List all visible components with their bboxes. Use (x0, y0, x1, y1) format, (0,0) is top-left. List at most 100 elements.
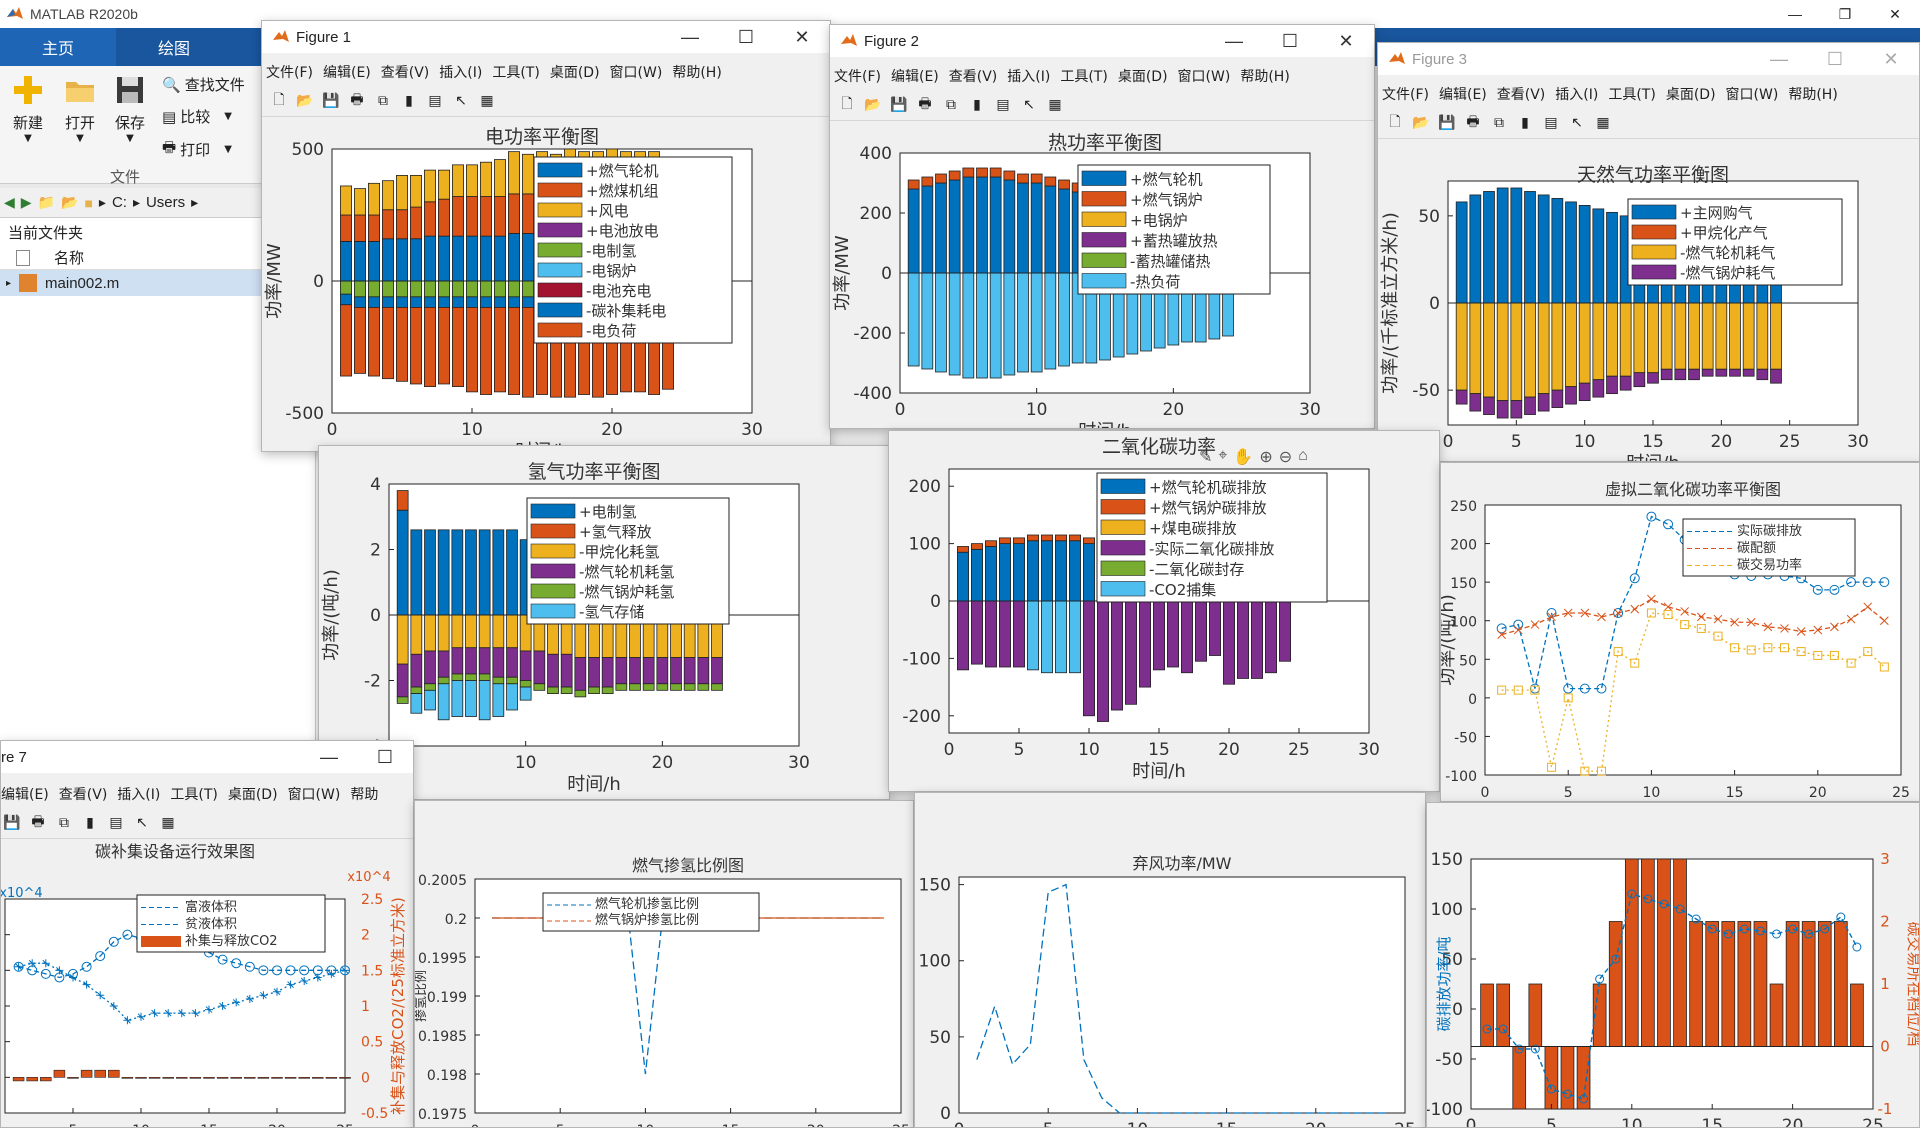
figure-2-window[interactable]: Figure 2 — ☐ ✕ 文件(F) 编辑(E) 查看(V) 插入(I) 工具(T) 桌面… (829, 24, 1375, 429)
save-icon[interactable]: 💾 (3, 814, 21, 830)
menu-item[interactable]: 插入(I) (1555, 87, 1599, 103)
figure-co2-window[interactable]: 0 5 10 15 20 25 30 -200 -100 0 100 200 二氧化碳功率 时间/h +燃气… (888, 430, 1440, 792)
close-icon[interactable]: ✕ (794, 26, 810, 47)
close-icon[interactable]: ✕ (1889, 6, 1901, 22)
figure-ratio-window[interactable]: 0 5 10 15 20 25 0.1975 0.198 0.1985 0.199 0.1995 0.… (414, 800, 914, 1128)
home-icon[interactable]: ⌂ (1298, 447, 1308, 464)
figure-vco2-window[interactable]: 0 5 10 15 20 25 -100 -50 0 50 100 150 200 250 虚拟二氧化碳功率… (1440, 462, 1920, 802)
property-editor-icon[interactable]: ▦ (161, 814, 175, 830)
tab-home[interactable]: 主页 (0, 28, 116, 66)
compare-button[interactable]: ▤ 比较 ▼ (162, 107, 232, 127)
print-button[interactable]: 🖶 打印 ▼ (162, 137, 232, 162)
menu-item[interactable]: 编辑(E) (322, 65, 371, 81)
menu-item[interactable]: 编辑(E) (1, 787, 49, 803)
colorbar-icon[interactable]: ▮ (405, 92, 413, 108)
menu-item[interactable]: 查看(V) (380, 65, 430, 81)
print-icon[interactable]: 🖶 (918, 94, 932, 111)
colorbar-icon[interactable]: ▮ (86, 814, 94, 830)
menu-item[interactable]: 插入(I) (1007, 69, 1051, 85)
minimize-icon[interactable]: — (1225, 30, 1243, 51)
menu-item[interactable]: 帮助(H) (672, 65, 722, 81)
zoom-in-icon[interactable]: ⊕ (1259, 449, 1273, 466)
zoom-out-icon[interactable]: ⊖ (1278, 449, 1293, 466)
minimize-icon[interactable]: — (1770, 48, 1788, 69)
menu-item[interactable]: 窗口(W) (609, 65, 663, 81)
figure-3-titlebar[interactable]: Figure 3 (1378, 43, 1919, 75)
menu-item[interactable]: 插入(I) (117, 787, 161, 803)
link-plot-icon[interactable]: ⧉ (1494, 114, 1504, 130)
browse-icon[interactable]: 📂 (61, 194, 79, 210)
menu-item[interactable]: 工具(T) (492, 65, 540, 81)
new-figure-icon[interactable]: 🗋 (841, 94, 853, 111)
link-plot-icon[interactable]: ⧉ (946, 96, 956, 112)
maximize-icon[interactable]: ☐ (1281, 30, 1299, 51)
open-icon[interactable]: 📂 (864, 96, 882, 112)
maximize-icon[interactable]: ☐ (1826, 48, 1844, 69)
new-figure-icon[interactable]: 🗋 (1389, 112, 1401, 129)
path-segment-c[interactable]: C: (111, 194, 127, 211)
open-icon[interactable]: 📂 (1412, 114, 1430, 130)
menu-item[interactable]: 窗口(W) (1725, 87, 1779, 103)
figure-1-window[interactable]: Figure 1 — ☐ ✕ 文件(F) 编辑(E) 查看(V) 插入(I) 工具(T) 桌面… (261, 20, 831, 452)
menu-item[interactable]: 编辑(E) (1438, 87, 1487, 103)
figure-7-window[interactable]: re 7 — ☐ 编辑(E) 查看(V) 插入(I) 工具(T) 桌面(D) 窗口(W) 帮助… (0, 740, 414, 1128)
print-icon[interactable]: 🖶 (1466, 112, 1480, 129)
menu-item[interactable]: 帮助 (350, 787, 379, 803)
menu-item[interactable]: 文件(F) (266, 65, 313, 81)
legend-icon[interactable]: ▤ (1544, 114, 1558, 130)
menu-item[interactable]: 查看(V) (1496, 87, 1546, 103)
datatip-icon[interactable]: ⌖ (1218, 447, 1228, 464)
open-icon[interactable]: 📂 (296, 92, 314, 108)
menu-item[interactable]: 文件(F) (834, 69, 881, 85)
menu-item[interactable]: 编辑(E) (890, 69, 939, 85)
pointer-icon[interactable]: ↖ (455, 92, 467, 108)
legend-icon[interactable]: ▤ (996, 96, 1010, 112)
colorbar-icon[interactable]: ▮ (1521, 114, 1529, 130)
minimize-icon[interactable]: — (681, 26, 699, 47)
menu-item[interactable]: 桌面(D) (549, 65, 600, 81)
menu-item[interactable]: 文件(F) (1382, 87, 1429, 103)
path-segment-users[interactable]: Users (145, 194, 186, 211)
menu-item[interactable]: 帮助(H) (1240, 69, 1290, 85)
menu-item[interactable]: 窗口(W) (287, 787, 341, 803)
menu-item[interactable]: 插入(I) (439, 65, 483, 81)
pan-icon[interactable]: ✋ (1233, 449, 1254, 466)
menu-item[interactable]: 工具(T) (1608, 87, 1656, 103)
menu-item[interactable]: 工具(T) (170, 787, 218, 803)
name-column[interactable]: 名称 (54, 249, 85, 267)
maximize-icon[interactable]: ❐ (1838, 6, 1852, 22)
minimize-icon[interactable]: — (320, 746, 338, 767)
menu-item[interactable]: 帮助(H) (1788, 87, 1838, 103)
forward-icon[interactable]: ▶ (20, 194, 32, 210)
pointer-icon[interactable]: ↖ (1571, 114, 1583, 130)
menu-item[interactable]: 桌面(D) (1665, 87, 1716, 103)
save-button[interactable]: 保存 ▼ (110, 74, 150, 144)
menu-item[interactable]: 查看(V) (948, 69, 998, 85)
back-icon[interactable]: ◀ (4, 194, 15, 210)
property-editor-icon[interactable]: ▦ (1596, 114, 1610, 130)
property-editor-icon[interactable]: ▦ (1048, 96, 1062, 112)
property-editor-icon[interactable]: ▦ (480, 92, 494, 108)
menu-item[interactable]: 查看(V) (58, 787, 108, 803)
close-icon[interactable]: ✕ (1338, 30, 1354, 51)
colorbar-icon[interactable]: ▮ (973, 96, 981, 112)
new-figure-icon[interactable]: 🗋 (273, 90, 285, 107)
brush-icon[interactable]: ✎ (1199, 449, 1213, 466)
up-folder-icon[interactable]: 📁 (37, 194, 55, 210)
print-icon[interactable]: 🖶 (31, 812, 45, 829)
legend-icon[interactable]: ▤ (428, 92, 442, 108)
save-icon[interactable]: 💾 (322, 92, 340, 108)
open-button[interactable]: 打开 ▼ (60, 74, 100, 144)
save-icon[interactable]: 💾 (890, 96, 908, 112)
maximize-icon[interactable]: ☐ (376, 746, 394, 767)
link-plot-icon[interactable]: ⧉ (59, 814, 69, 830)
save-icon[interactable]: 💾 (1438, 114, 1456, 130)
figure-1-titlebar[interactable]: Figure 1 (262, 21, 830, 53)
legend-icon[interactable]: ▤ (109, 814, 123, 830)
pointer-icon[interactable]: ↖ (136, 814, 148, 830)
menu-item[interactable]: 桌面(D) (227, 787, 278, 803)
new-button[interactable]: 新建 ▼ (8, 74, 48, 144)
figure-7-titlebar[interactable]: re 7 (1, 741, 413, 773)
figure-trade-window[interactable]: -1 0 1 2 3 碳交易所在档位/档 0 5 10 15 20 25 -100 -50 0 50 100 15… (1426, 802, 1920, 1128)
figure-3-window[interactable]: Figure 3 — ☐ ✕ 文件(F) 编辑(E) 查看(V) 插入(I) 工具(T) 桌面… (1377, 42, 1920, 462)
